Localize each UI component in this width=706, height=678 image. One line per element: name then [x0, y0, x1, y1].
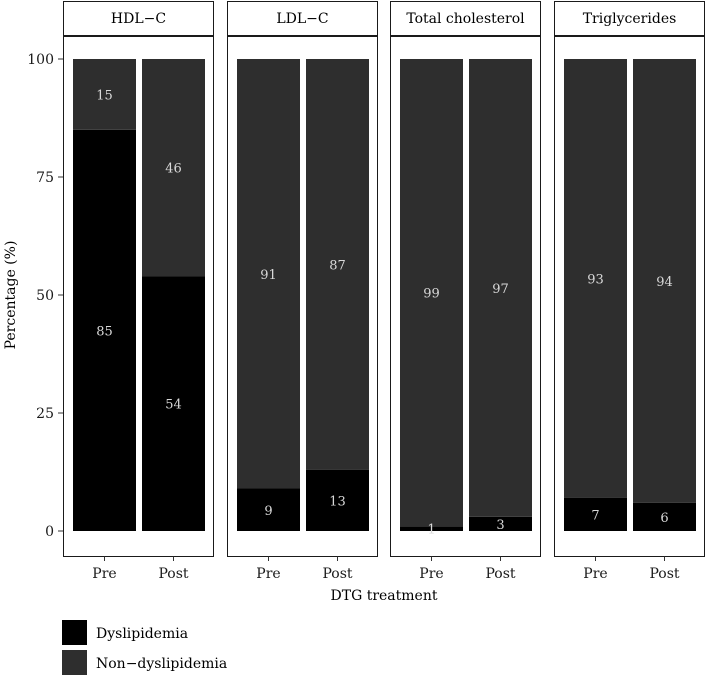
panel-2: LDL−C 9 91 Pre 13 87 Post [227, 1, 378, 582]
data-label: 97 [492, 282, 509, 297]
data-label: 46 [165, 162, 182, 177]
panels-layer: HDL−C8515Pre5446PostLDL−C991Pre1387PostT… [63, 1, 705, 582]
bar-dyslipidemia [142, 276, 205, 531]
x-tick-label: Post [485, 566, 515, 582]
panel-border [63, 36, 214, 557]
panel-strip [554, 1, 705, 36]
data-label: 1 [427, 523, 435, 538]
legend-label-non-dyslipidemia: Non−dyslipidemia [96, 656, 227, 672]
panel-title: HDL−C [111, 11, 166, 27]
bar-non-dyslipidemia [469, 59, 532, 517]
y-tick-label: 75 [36, 170, 54, 186]
x-tick-label: Post [649, 566, 679, 582]
data-label: 93 [587, 272, 604, 287]
panel-3: Total cholesterol 1 99 Pre 3 97 Post [390, 1, 541, 582]
data-label: 3 [496, 518, 504, 533]
data-label: 54 [165, 398, 182, 413]
data-label: 15 [96, 88, 113, 103]
bar-non-dyslipidemia [306, 59, 369, 470]
panel-strip [227, 1, 378, 36]
data-label: 99 [423, 287, 440, 302]
data-label: 85 [96, 324, 113, 339]
bar-non-dyslipidemia [400, 59, 463, 527]
bar-dyslipidemia [564, 497, 627, 531]
bar-dyslipidemia [237, 488, 300, 531]
panel-strip [390, 1, 541, 36]
y-tick-label: 0 [45, 524, 54, 540]
y-tick-label: 100 [27, 52, 54, 68]
data-label: 6 [660, 511, 668, 526]
panel-border [390, 36, 541, 557]
panel-title: Total cholesterol [406, 11, 525, 27]
bar-dyslipidemia [469, 516, 532, 531]
data-label: 9 [264, 504, 272, 519]
bar-dyslipidemia [73, 129, 136, 532]
x-tick-label: Pre [419, 566, 443, 582]
panel-border [554, 36, 705, 557]
bar-dyslipidemia [306, 469, 369, 531]
legend-swatch-dyslipidemia [62, 620, 87, 645]
bar-non-dyslipidemia [73, 59, 136, 130]
data-label: 7 [591, 508, 599, 523]
x-axis-title: DTG treatment [331, 588, 438, 604]
panel-4: Triglycerides 7 93 Pre 6 94 Post [554, 1, 705, 582]
y-axis: 0 25 50 75 100 [27, 52, 63, 540]
x-tick-label: Post [158, 566, 188, 582]
data-label: 87 [329, 258, 346, 273]
x-tick-label: Post [322, 566, 352, 582]
bar-non-dyslipidemia [564, 59, 627, 498]
x-tick-label: Pre [256, 566, 280, 582]
y-axis-title: Percentage (%) [3, 241, 19, 350]
panel-title: Triglycerides [583, 11, 677, 27]
bar-dyslipidemia [400, 526, 463, 531]
legend-label-dyslipidemia: Dyslipidemia [96, 626, 188, 642]
legend-swatch-non-dyslipidemia [62, 650, 87, 675]
bar-non-dyslipidemia [237, 59, 300, 489]
data-label: 94 [656, 275, 673, 290]
y-tick-label: 50 [36, 288, 54, 304]
panel-title: LDL−C [276, 11, 328, 27]
panel-border [227, 36, 378, 557]
bar-dyslipidemia [633, 502, 696, 531]
panel-strip [63, 1, 214, 36]
x-tick-label: Pre [92, 566, 116, 582]
legend: Dyslipidemia Non−dyslipidemia [62, 620, 227, 675]
data-label: 91 [260, 268, 277, 283]
panel-1: HDL−C 85 15 Pre 54 46 Post [63, 1, 214, 582]
data-label: 13 [329, 494, 346, 509]
y-tick-label: 25 [36, 406, 54, 422]
bar-non-dyslipidemia [633, 59, 696, 503]
bar-non-dyslipidemia [142, 59, 205, 277]
x-tick-label: Pre [583, 566, 607, 582]
